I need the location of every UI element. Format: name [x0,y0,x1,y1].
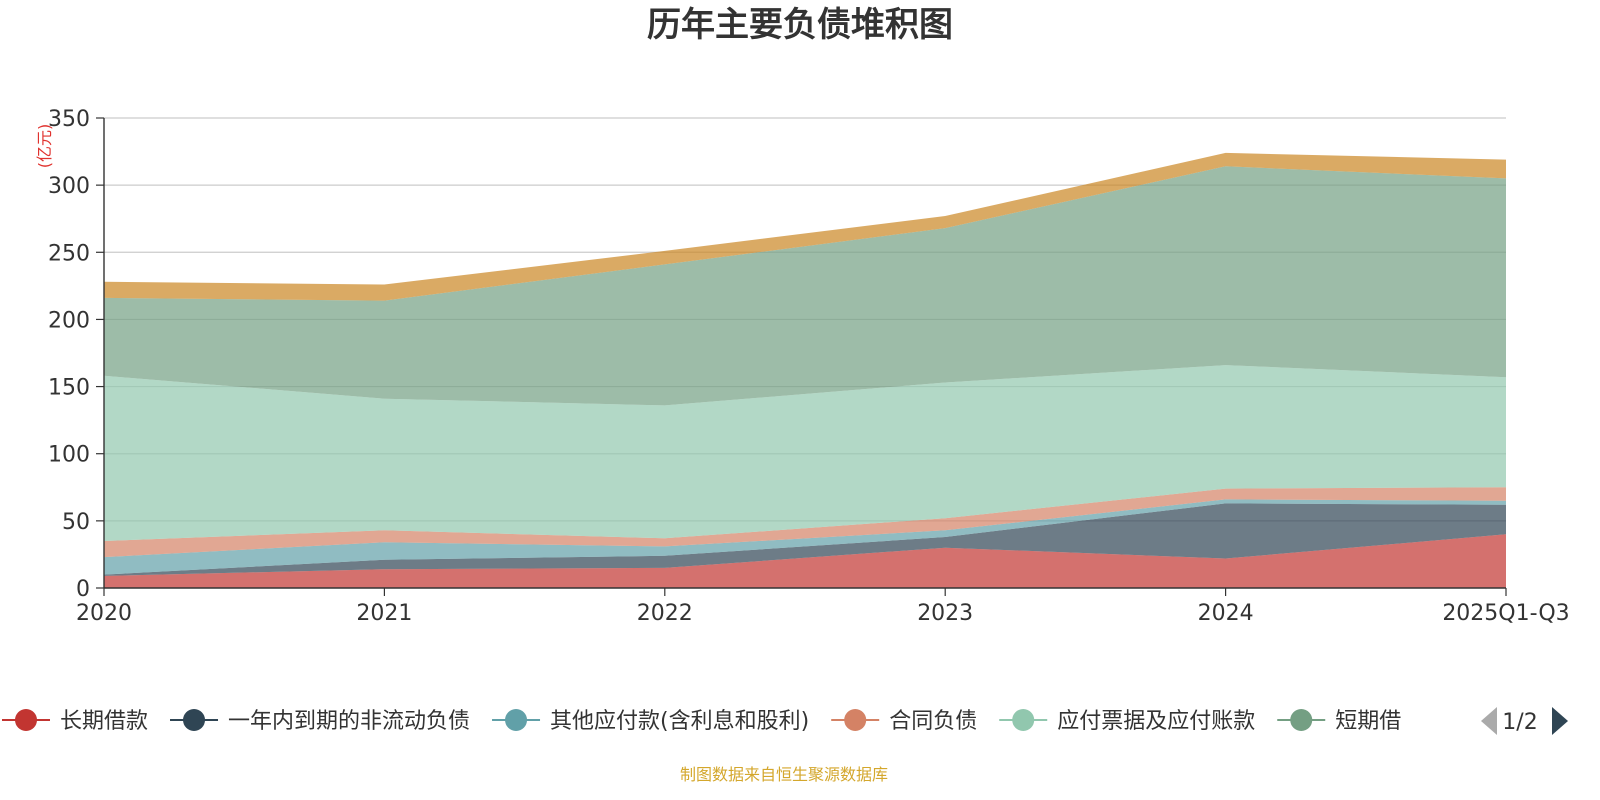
legend-label: 应付票据及应付账款 [1057,709,1255,734]
legend-next-page-arrow-icon[interactable] [1552,707,1568,735]
legend-items: 长期借款 一年内到期的非流动负债 其他应付款(含利息和股利) 合同负债 应付票据及应付账… [2,709,1401,734]
legend-item-4[interactable]: 应付票据及应付账款 [999,709,1255,734]
legend-label: 短期借 [1335,709,1401,734]
legend-item-2[interactable]: 其他应付款(含利息和股利) [492,709,809,734]
y-tick-label: 350 [48,107,90,132]
legend-dot-icon [183,709,206,731]
legend-item-5[interactable]: 短期借 [1277,709,1401,734]
legend-item-1[interactable]: 一年内到期的非流动负债 [170,709,470,734]
axes: 0 50 100 150 200 250 300 350 2020 2021 2022 2023 202… [48,107,1570,626]
x-tick-label: 2024 [1198,601,1254,626]
y-tick-label: 300 [48,174,90,199]
x-tick-label: 2025Q1-Q3 [1442,601,1569,626]
legend-dot-icon [15,709,37,731]
area-series-4[interactable] [104,365,1506,541]
area-series-1[interactable] [104,503,1506,576]
y-tick-label: 250 [48,241,90,266]
legend-label: 一年内到期的非流动负债 [228,709,470,734]
legend-dot-icon [505,709,528,731]
data-source-note: 制图数据来自恒生聚源数据库 [680,765,888,784]
legend-dot-icon [844,709,867,731]
legend-prev-page-arrow-icon[interactable] [1481,707,1497,735]
chart-title: 历年主要负债堆积图 [647,5,953,45]
x-tick-label: 2022 [637,601,693,626]
y-tick-label: 0 [76,577,90,602]
y-tick-label: 200 [48,308,90,333]
legend-label: 长期借款 [60,709,148,734]
legend-dot-icon [1290,709,1313,731]
x-tick-label: 2023 [917,601,973,626]
area-series-3[interactable] [104,487,1506,558]
legend: 长期借款 一年内到期的非流动负债 其他应付款(含利息和股利) 合同负债 应付票据及应付账… [2,709,1401,734]
legend-dot-icon [1012,709,1035,731]
x-tick-label: 2021 [356,601,412,626]
legend-page-indicator: 1/2 [1502,710,1537,735]
area-series-group [104,152,1506,588]
y-tick-label: 150 [48,376,90,401]
area-series-5[interactable] [104,166,1506,406]
area-series-2[interactable] [104,499,1506,575]
y-axis-unit-label: (亿元) [35,124,54,169]
y-tick-label: 50 [62,510,90,535]
legend-item-0[interactable]: 长期借款 [2,709,148,734]
y-tick-label: 100 [48,443,90,468]
legend-label: 合同负债 [889,709,977,734]
legend-label: 其他应付款(含利息和股利) [550,709,809,734]
legend-pager: 1/2 [1481,707,1568,735]
legend-item-3[interactable]: 合同负债 [831,709,977,734]
x-tick-label: 2020 [76,601,132,626]
area-series-6[interactable] [104,152,1506,301]
area-series-0[interactable] [104,534,1506,588]
